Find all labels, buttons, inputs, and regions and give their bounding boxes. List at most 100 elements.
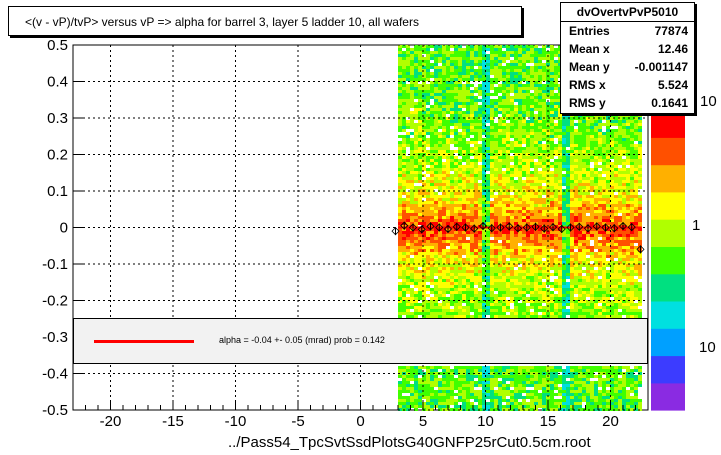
heatmap-cell xyxy=(426,243,430,246)
heatmap-cell xyxy=(514,240,518,243)
heatmap-cell xyxy=(458,285,462,288)
heatmap-cell xyxy=(438,105,442,108)
heatmap-cell xyxy=(518,369,522,372)
heatmap-cell xyxy=(426,384,430,387)
heatmap-cell xyxy=(398,93,402,96)
heatmap-cell xyxy=(554,69,558,72)
heatmap-cell xyxy=(446,108,450,111)
heatmap-cell xyxy=(446,168,450,171)
heatmap-cell xyxy=(466,96,470,99)
heatmap-cell xyxy=(450,72,454,75)
heatmap-cell xyxy=(466,90,470,93)
heatmap-cell xyxy=(542,129,546,132)
heatmap-cell xyxy=(474,384,478,387)
heatmap-cell xyxy=(446,129,450,132)
heatmap-cell xyxy=(554,249,558,252)
heatmap-cell xyxy=(506,201,510,204)
heatmap-cell xyxy=(546,198,550,201)
heatmap-cell xyxy=(502,369,506,372)
heatmap-cell xyxy=(478,399,482,402)
heatmap-cell xyxy=(462,159,466,162)
heatmap-cell xyxy=(570,315,574,318)
heatmap-cell xyxy=(522,159,526,162)
heatmap-cell xyxy=(402,99,406,102)
heatmap-cell xyxy=(526,162,530,165)
heatmap-cell xyxy=(450,231,454,234)
heatmap-cell xyxy=(442,168,446,171)
heatmap-cell xyxy=(458,273,462,276)
heatmap-cell xyxy=(466,378,470,381)
heatmap-cell xyxy=(422,123,426,126)
heatmap-cell xyxy=(422,384,426,387)
heatmap-cell xyxy=(570,267,574,270)
heatmap-cell xyxy=(514,402,518,405)
heatmap-cell xyxy=(414,267,418,270)
heatmap-cell xyxy=(530,69,534,72)
heatmap-cell xyxy=(442,114,446,117)
heatmap-cell xyxy=(442,171,446,174)
heatmap-cell xyxy=(518,60,522,63)
heatmap-cell xyxy=(550,81,554,84)
heatmap-cell xyxy=(498,180,502,183)
heatmap-cell xyxy=(414,240,418,243)
heatmap-cell xyxy=(398,198,402,201)
heatmap-cell xyxy=(502,102,506,105)
heatmap-cell xyxy=(446,252,450,255)
heatmap-cell xyxy=(406,255,410,258)
heatmap-cell xyxy=(434,381,438,384)
heatmap-cell xyxy=(502,378,506,381)
heatmap-cell xyxy=(526,195,530,198)
heatmap-cell xyxy=(526,54,530,57)
heatmap-cell xyxy=(558,207,562,210)
heatmap-cell xyxy=(542,300,546,303)
heatmap-cell xyxy=(426,63,430,66)
heatmap-cell xyxy=(550,114,554,117)
heatmap-cell xyxy=(470,294,474,297)
heatmap-cell xyxy=(590,159,594,162)
heatmap-cell xyxy=(398,291,402,294)
heatmap-cell xyxy=(562,156,566,159)
heatmap-cell xyxy=(514,270,518,273)
heatmap-cell xyxy=(410,243,414,246)
heatmap-cell xyxy=(486,165,490,168)
heatmap-cell xyxy=(402,285,406,288)
heatmap-cell xyxy=(530,150,534,153)
heatmap-cell xyxy=(518,168,522,171)
heatmap-cell xyxy=(566,267,570,270)
heatmap-cell xyxy=(534,180,538,183)
heatmap-cell xyxy=(562,159,566,162)
heatmap-cell xyxy=(590,399,594,402)
heatmap-cell xyxy=(482,48,486,51)
heatmap-cell xyxy=(402,249,406,252)
heatmap-cell xyxy=(514,117,518,120)
heatmap-cell xyxy=(478,87,482,90)
heatmap-cell xyxy=(474,369,478,372)
heatmap-cell xyxy=(582,114,586,117)
heatmap-cell xyxy=(542,270,546,273)
heatmap-cell xyxy=(414,219,418,222)
heatmap-cell xyxy=(474,282,478,285)
heatmap-cell xyxy=(414,126,418,129)
heatmap-cell xyxy=(486,219,490,222)
heatmap-cell xyxy=(554,219,558,222)
heatmap-cell xyxy=(502,258,506,261)
heatmap-cells xyxy=(398,45,642,411)
heatmap-cell xyxy=(494,210,498,213)
heatmap-cell xyxy=(574,216,578,219)
heatmap-cell xyxy=(474,408,478,411)
heatmap-cell xyxy=(530,285,534,288)
heatmap-cell xyxy=(426,207,430,210)
heatmap-cell xyxy=(414,207,418,210)
heatmap-cell xyxy=(502,141,506,144)
heatmap-cell xyxy=(458,366,462,369)
heatmap-cell xyxy=(410,252,414,255)
heatmap-cell xyxy=(478,69,482,72)
heatmap-cell xyxy=(462,87,466,90)
heatmap-cell xyxy=(542,276,546,279)
heatmap-cell xyxy=(518,192,522,195)
heatmap-cell xyxy=(490,366,494,369)
heatmap-cell xyxy=(438,72,442,75)
heatmap-cell xyxy=(482,213,486,216)
heatmap-cell xyxy=(438,246,442,249)
heatmap-cell xyxy=(554,117,558,120)
